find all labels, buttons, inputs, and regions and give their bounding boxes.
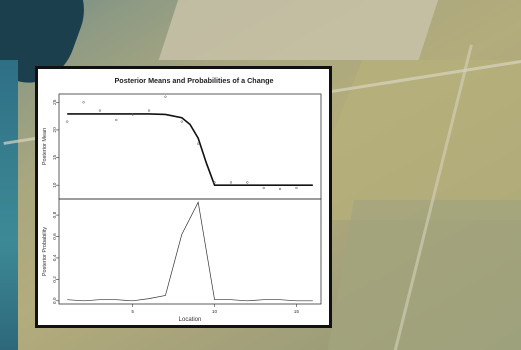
data-point <box>164 95 167 98</box>
chart-svg: Posterior Means and Probabilities of a C… <box>42 76 322 323</box>
y-tick-label: 15 <box>52 155 58 161</box>
posterior-probability-line <box>67 201 313 302</box>
data-point <box>246 181 249 184</box>
y-axis-label-posterior-mean: Posterior Mean <box>42 128 48 165</box>
y-tick-label: 0.8 <box>52 211 58 218</box>
posterior-probability-panel: Posterior Probability 0.0 0.2 0.4 0.6 0.8 5 1… <box>42 198 322 323</box>
posterior-mean-line <box>67 113 313 186</box>
top-y-ticks: 10 15 20 25 <box>52 99 59 188</box>
channel-water <box>0 60 18 350</box>
data-point <box>66 120 69 123</box>
chart-figure: Posterior Means and Probabilities of a C… <box>35 66 332 328</box>
x-axis-label-location: Location <box>179 317 202 323</box>
y-axis-label-posterior-probability: Posterior Probability <box>42 227 48 276</box>
bottom-series <box>67 201 313 302</box>
y-tick-label: 0.6 <box>52 233 58 240</box>
data-point <box>262 186 265 190</box>
data-point <box>147 109 151 112</box>
top-series <box>66 95 313 191</box>
data-point <box>197 142 200 145</box>
data-point <box>115 118 118 122</box>
x-tick-label: 10 <box>212 309 218 315</box>
bottom-x-ticks: 5 10 15 <box>131 304 299 315</box>
y-tick-label: 0.0 <box>52 297 58 304</box>
data-point <box>278 187 282 191</box>
bottom-y-ticks: 0.0 0.2 0.4 0.6 0.8 <box>52 211 59 304</box>
data-point <box>213 181 216 184</box>
y-tick-label: 25 <box>52 99 58 105</box>
data-point <box>131 113 134 116</box>
y-tick-label: 10 <box>52 182 58 188</box>
chart-title: Posterior Means and Probabilities of a C… <box>115 76 274 85</box>
data-point <box>98 109 102 112</box>
posterior-mean-panel: Posterior Mean 10 15 20 25 <box>42 93 322 200</box>
data-point <box>180 120 183 123</box>
data-point <box>229 181 233 184</box>
industrial-yard <box>158 0 442 60</box>
data-point <box>295 186 298 190</box>
bottom-plot-box <box>58 198 322 305</box>
y-tick-label: 20 <box>52 127 58 133</box>
crop-field <box>325 200 521 350</box>
top-plot-box <box>58 93 322 200</box>
x-tick-label: 5 <box>131 309 134 315</box>
y-tick-label: 0.2 <box>52 276 58 283</box>
y-tick-label: 0.4 <box>52 254 58 261</box>
x-tick-label: 15 <box>294 309 300 315</box>
data-point <box>82 101 85 104</box>
